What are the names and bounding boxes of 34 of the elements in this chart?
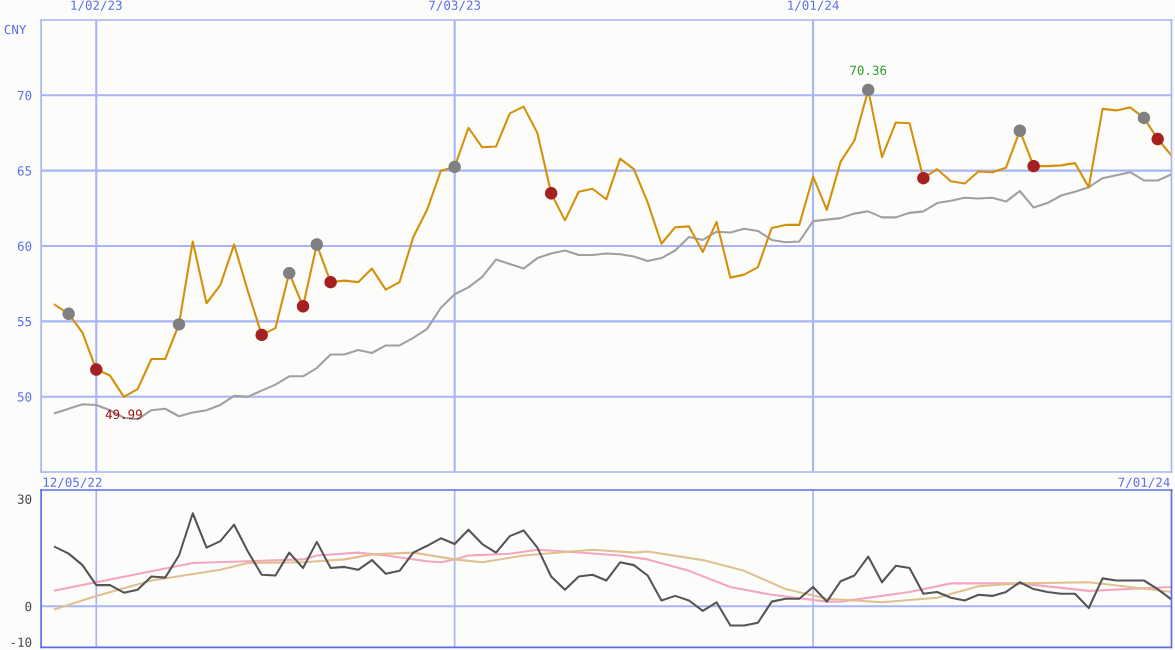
point — [1013, 124, 1027, 137]
point — [1027, 159, 1040, 173]
y-tick-label: 60 — [17, 241, 32, 251]
point — [172, 318, 186, 331]
text: 7/01/24 — [1118, 477, 1170, 488]
y-tick-label: 0 — [25, 601, 32, 612]
point — [862, 83, 875, 97]
y-tick-label: 70 — [17, 90, 32, 101]
point — [62, 307, 75, 321]
y-axis-title: CNY — [4, 24, 27, 35]
point — [1137, 111, 1151, 125]
line-series — [53, 171, 1172, 421]
y-tick-label: 50 — [17, 392, 32, 402]
y-tick-label: -10 — [11, 637, 32, 647]
annotation: 70.36 — [850, 65, 887, 75]
point — [917, 171, 930, 185]
x-tick-label: 1/02/23 — [71, 0, 122, 11]
annotation: 49.99 — [105, 409, 142, 420]
line-series — [53, 512, 1172, 627]
point — [544, 187, 558, 200]
point — [1151, 132, 1164, 146]
x-tick-label: 7/03/23 — [429, 0, 481, 11]
x-tick-label: 1/01/24 — [788, 0, 839, 11]
point — [324, 275, 337, 289]
point — [310, 238, 324, 251]
point — [255, 328, 268, 342]
y-tick-label: 65 — [17, 166, 32, 176]
y-tick-label: 55 — [17, 317, 32, 327]
point — [296, 300, 310, 313]
y-tick-label: 30 — [17, 494, 32, 504]
point — [283, 266, 296, 280]
point — [90, 363, 103, 376]
point — [448, 160, 461, 174]
text: 12/05/22 — [43, 477, 102, 488]
